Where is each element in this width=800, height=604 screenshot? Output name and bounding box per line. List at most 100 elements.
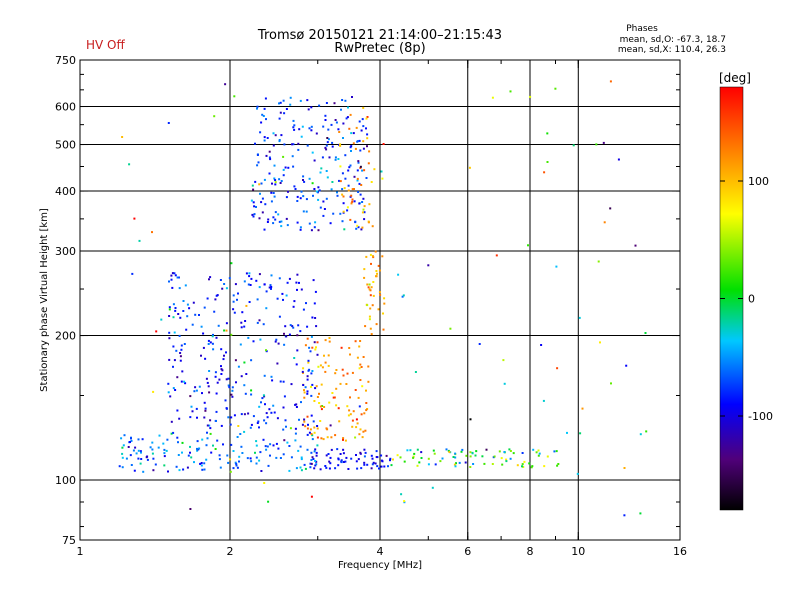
echo-point — [329, 222, 332, 225]
echo-point — [366, 283, 369, 286]
echo-point — [272, 444, 275, 447]
echo-point — [509, 90, 512, 93]
echo-point — [349, 413, 352, 416]
echo-point — [316, 436, 319, 439]
echo-point — [293, 300, 296, 303]
echo-point — [323, 406, 326, 408]
echo-point — [363, 211, 366, 214]
echo-point — [168, 306, 171, 309]
echo-point — [284, 166, 287, 169]
echo-point — [267, 464, 270, 467]
echo-point — [392, 458, 394, 461]
echo-point — [278, 220, 281, 223]
echo-point — [331, 181, 334, 183]
echo-point — [546, 132, 549, 135]
echo-point — [263, 482, 266, 484]
echo-point — [365, 127, 367, 130]
echo-points — [118, 80, 648, 517]
echo-point — [232, 467, 235, 470]
echo-point — [296, 288, 298, 291]
echo-point — [272, 404, 275, 407]
echo-point — [348, 166, 351, 169]
echo-point — [372, 281, 375, 283]
echo-point — [314, 290, 317, 293]
echo-point — [334, 156, 337, 159]
echo-point — [342, 452, 345, 455]
echo-point — [346, 405, 349, 408]
echo-point — [231, 395, 234, 398]
echo-point — [358, 433, 361, 436]
echo-point — [367, 365, 370, 368]
echo-point — [240, 375, 243, 378]
echo-point — [278, 102, 280, 105]
echo-point — [128, 163, 131, 166]
echo-point — [327, 364, 330, 367]
echo-point — [465, 454, 468, 457]
echo-point — [334, 467, 337, 470]
echo-point — [251, 213, 254, 216]
echo-point — [236, 298, 238, 301]
echo-point — [122, 444, 125, 447]
echo-point — [364, 325, 367, 328]
echo-point — [370, 333, 373, 336]
echo-point — [363, 463, 366, 466]
echo-point — [370, 467, 373, 470]
echo-point — [481, 455, 484, 458]
echo-point — [295, 403, 298, 406]
echo-point — [623, 514, 626, 517]
echo-point — [298, 281, 300, 284]
echo-point — [326, 436, 329, 439]
echo-point — [326, 141, 329, 144]
echo-point — [360, 366, 363, 368]
echo-point — [151, 452, 154, 455]
echo-point — [351, 419, 354, 422]
echo-point — [530, 466, 533, 469]
echo-point — [309, 428, 312, 431]
echo-point — [522, 465, 525, 468]
echo-point — [212, 333, 214, 336]
echo-point — [299, 228, 302, 231]
echo-point — [173, 331, 176, 334]
echo-point — [319, 405, 322, 408]
echo-point — [272, 192, 275, 194]
echo-point — [396, 454, 399, 457]
echo-point — [203, 462, 206, 465]
echo-point — [225, 329, 228, 332]
echo-point — [274, 179, 277, 182]
echo-point — [215, 420, 217, 422]
echo-point — [329, 424, 332, 427]
echo-point — [239, 433, 242, 435]
echo-point — [326, 137, 329, 139]
echo-point — [275, 456, 278, 459]
echo-point — [356, 179, 359, 182]
echo-point — [381, 255, 384, 258]
echo-point — [264, 97, 267, 100]
echo-point — [215, 392, 218, 395]
echo-point — [235, 381, 237, 384]
echo-point — [302, 175, 305, 178]
echo-point — [163, 464, 166, 467]
echo-point — [639, 512, 642, 515]
echo-point — [325, 454, 328, 457]
echo-point — [250, 393, 253, 396]
echo-point — [313, 341, 316, 344]
echo-point — [261, 197, 264, 200]
echo-point — [355, 126, 358, 129]
echo-point — [172, 431, 175, 434]
echo-point — [315, 463, 318, 466]
echo-point — [245, 304, 248, 307]
echo-point — [599, 341, 601, 344]
echo-point — [292, 119, 295, 122]
echo-point — [294, 403, 297, 406]
echo-point — [279, 111, 282, 114]
echo-point — [316, 425, 319, 427]
echo-point — [256, 422, 259, 424]
echo-point — [349, 396, 351, 399]
echo-point — [314, 221, 317, 224]
echo-point — [313, 188, 316, 190]
echo-point — [371, 225, 374, 228]
echo-point — [537, 449, 540, 452]
echo-point — [347, 184, 350, 187]
echo-point — [205, 458, 208, 461]
echo-point — [282, 168, 285, 171]
